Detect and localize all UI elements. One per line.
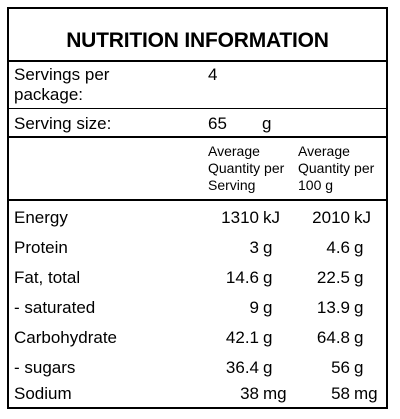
- column-header-per-serving-line3: Serving: [208, 177, 256, 193]
- per-serving-value: 14.6: [225, 268, 259, 287]
- servings-label-line1: Servings per: [14, 65, 110, 84]
- per-100g-unit: g: [354, 358, 364, 377]
- per-serving-unit: g: [263, 358, 273, 377]
- column-header-per-100g-line1: Average: [298, 143, 350, 159]
- per-100g-value: 13.9: [316, 298, 350, 317]
- per-serving-unit: g: [263, 238, 273, 257]
- per-100g-unit: kJ: [354, 208, 371, 227]
- per-serving-value: 38: [240, 384, 259, 403]
- nutrient-name: Carbohydrate: [14, 328, 118, 347]
- per-serving-value: 36.4: [225, 358, 259, 377]
- per-100g-unit: g: [354, 268, 364, 287]
- table-row: Fat, total 14.6 g 22.5 g: [9, 263, 386, 293]
- nutrient-name: Energy: [14, 208, 68, 227]
- serving-size-label: Serving size:: [14, 114, 112, 133]
- table-row: Protein 3 g 4.6 g: [9, 233, 386, 263]
- per-100g-unit: mg: [354, 384, 378, 403]
- table-row: Carbohydrate 42.1 g 64.8 g: [9, 323, 386, 353]
- per-100g-value: 64.8: [316, 328, 350, 347]
- column-header-per-100g-line2: Quantity per: [298, 160, 375, 176]
- per-100g-unit: g: [354, 298, 364, 317]
- nutrient-name: - saturated: [14, 298, 96, 317]
- nutrition-panel: NUTRITION INFORMATION Servings per packa…: [7, 7, 388, 409]
- table-row: Energy 1310 kJ 2010 kJ: [9, 203, 386, 233]
- column-header-per-100g-line3: 100 g: [298, 177, 334, 193]
- nutrient-name: Protein: [14, 238, 68, 257]
- serving-size-unit: g: [262, 114, 272, 133]
- servings-divider: [9, 108, 386, 109]
- per-serving-unit: g: [263, 328, 273, 347]
- serving-size-value: 65: [208, 114, 227, 133]
- header-divider: [9, 199, 386, 201]
- per-serving-value: 3: [249, 238, 259, 257]
- column-header-per-serving-line1: Average: [208, 143, 260, 159]
- nutrient-name: - sugars: [14, 358, 76, 377]
- panel-title: NUTRITION INFORMATION: [66, 29, 329, 52]
- title-divider: [9, 60, 386, 62]
- table-row: Sodium 38 mg 58 mg: [9, 380, 386, 410]
- per-100g-value: 56: [331, 358, 350, 377]
- servings-value: 4: [208, 65, 218, 84]
- per-100g-unit: g: [354, 328, 364, 347]
- per-100g-unit: g: [354, 238, 364, 257]
- per-serving-value: 1310: [221, 208, 259, 227]
- table-row: - saturated 9 g 13.9 g: [9, 293, 386, 323]
- per-serving-unit: kJ: [263, 208, 280, 227]
- per-serving-unit: g: [263, 268, 273, 287]
- column-header-per-serving-line2: Quantity per: [208, 160, 285, 176]
- serving-size-divider: [9, 136, 386, 138]
- nutrient-name: Sodium: [14, 384, 72, 403]
- per-serving-value: 42.1: [225, 328, 259, 347]
- per-serving-unit: mg: [263, 384, 287, 403]
- per-100g-value: 4.6: [326, 238, 350, 257]
- per-100g-value: 2010: [312, 208, 350, 227]
- nutrient-name: Fat, total: [14, 268, 81, 287]
- servings-label-line2: package:: [14, 85, 83, 104]
- table-row: - sugars 36.4 g 56 g: [9, 353, 386, 383]
- column-header-per-100g: Average Quantity per 100 g: [298, 143, 374, 194]
- per-serving-value: 9: [249, 298, 259, 317]
- per-100g-value: 22.5: [316, 268, 350, 287]
- per-serving-unit: g: [263, 298, 273, 317]
- column-header-per-serving: Average Quantity per Serving: [208, 143, 284, 194]
- per-100g-value: 58: [331, 384, 350, 403]
